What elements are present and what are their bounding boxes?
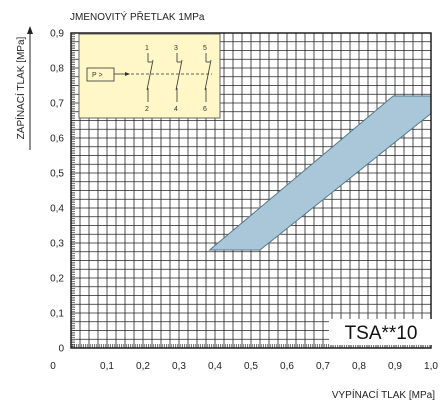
axes: [70, 32, 432, 349]
x-tick-label: 0: [50, 361, 56, 372]
contact-3: [175, 53, 183, 102]
contact-1: [146, 53, 154, 102]
contact-label-6: 6: [203, 106, 207, 113]
y-tick-label: 0,2: [50, 274, 64, 285]
y-tick-label: 0,1: [50, 309, 64, 320]
x-tick-label: 0,1: [100, 361, 114, 372]
model-label: TSA**10: [345, 323, 418, 344]
y-tick-label: 0: [58, 344, 64, 355]
contact-label-1: 1: [145, 45, 149, 52]
y-axis-arrow-head: [27, 26, 33, 34]
y-axis-label: ZAPÍNACÍ TLAK [MPa]: [14, 36, 27, 139]
x-axis-label: VYPÍNACÍ TLAK [MPa]: [332, 388, 435, 401]
contact-label-3: 3: [174, 45, 178, 52]
inset-schematic: P > 1 3 5 2 4 6: [78, 33, 221, 119]
model-label-box: [329, 319, 432, 345]
contact-label-4: 4: [174, 106, 178, 113]
x-tick-label: 0,9: [388, 361, 402, 372]
x-tick-label: 0,8: [352, 361, 366, 372]
y-tick-label: 0,3: [50, 239, 64, 250]
relay-box: [86, 67, 115, 82]
contact-label-5: 5: [203, 45, 207, 52]
x-tick-label: 1,0: [424, 361, 438, 372]
x-tick-label: 0,3: [172, 361, 186, 372]
contact-5: [204, 53, 212, 102]
y-tick-labels: 0 0,1 0,2 0,3 0,4 0,5 0,6 0,7 0,8 0,9: [50, 29, 64, 355]
x-tick-label: 0,5: [244, 361, 258, 372]
chart-title: JMENOVITÝ PŘETLAK 1MPa: [70, 10, 205, 23]
x-tick-label: 0,7: [316, 361, 330, 372]
x-tick-label: 0,6: [280, 361, 294, 372]
y-tick-label: 0,6: [50, 134, 64, 145]
y-tick-label: 0,7: [50, 99, 64, 110]
y-tick-label: 0,4: [50, 204, 64, 215]
plot-frame: [70, 32, 432, 349]
x-tick-label: 0,2: [136, 361, 150, 372]
relay-arrow: [125, 72, 130, 76]
relay-label: P >: [92, 72, 103, 79]
contact-label-2: 2: [145, 106, 149, 113]
x-tick-label: 0,4: [208, 361, 222, 372]
y-tick-label: 0,9: [50, 29, 64, 40]
x-tick-labels: 0 0,1 0,2 0,3 0,4 0,5 0,6 0,7 0,8 0,9 1,0: [50, 361, 438, 372]
y-tick-label: 0,8: [50, 64, 64, 75]
y-tick-label: 0,5: [50, 169, 64, 180]
